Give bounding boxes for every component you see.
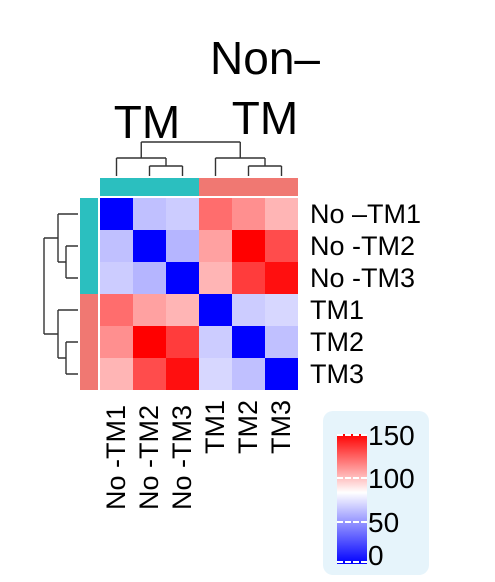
row-label: TM2 bbox=[310, 327, 364, 357]
column-label: TM3 bbox=[266, 400, 296, 454]
legend-tick-label: 100 bbox=[368, 463, 415, 495]
row-label: No –TM1 bbox=[310, 199, 422, 229]
heatmap-cell bbox=[133, 294, 166, 326]
column-label: TM1 bbox=[200, 400, 230, 454]
heatmap-cell bbox=[199, 294, 232, 326]
dendrogram-branch bbox=[214, 157, 266, 176]
dendrogram-branch bbox=[43, 237, 58, 335]
row-label: No -TM2 bbox=[310, 231, 416, 261]
legend-tick-label: 0 bbox=[368, 540, 384, 571]
heatmap-cell bbox=[265, 326, 298, 358]
heatmap-cell bbox=[199, 230, 232, 262]
heatmap-cell bbox=[232, 230, 265, 262]
color-legend-bar bbox=[337, 434, 367, 564]
heatmap-cell bbox=[166, 294, 199, 326]
row-label: No -TM3 bbox=[310, 263, 416, 293]
heatmap-cell bbox=[199, 262, 232, 294]
legend-tick bbox=[337, 477, 367, 480]
legend-tick bbox=[337, 561, 367, 563]
heatmap-cell bbox=[199, 358, 232, 390]
heatmap-cell bbox=[265, 294, 298, 326]
column-dendrogram bbox=[115, 141, 283, 176]
heatmap-cell bbox=[133, 262, 166, 294]
heatmap-cell bbox=[265, 230, 298, 262]
heatmap-cell bbox=[232, 326, 265, 358]
heatmap-cell bbox=[199, 326, 232, 358]
dendrogram-branch bbox=[57, 309, 78, 359]
heatmap-cell bbox=[232, 198, 265, 230]
heatmap-cell bbox=[166, 358, 199, 390]
column-label: No -TM2 bbox=[134, 404, 164, 510]
heatmap-cell bbox=[133, 198, 166, 230]
dendrogram-branch bbox=[148, 165, 184, 176]
heatmap-cell bbox=[100, 326, 133, 358]
column-group-bar bbox=[100, 178, 298, 196]
row-dendrogram bbox=[43, 213, 78, 375]
row-label: TM1 bbox=[310, 295, 364, 325]
heatmap-cell bbox=[133, 358, 166, 390]
heatmap-cells bbox=[100, 198, 298, 390]
legend-tick-label: 50 bbox=[368, 506, 400, 538]
heatmap-cell bbox=[232, 294, 265, 326]
heatmap-cell bbox=[232, 262, 265, 294]
row-group-block bbox=[80, 198, 98, 294]
heatmap-cell bbox=[100, 230, 133, 262]
dendrogram-branch bbox=[65, 245, 78, 279]
row-group-block bbox=[80, 294, 98, 390]
heatmap-cell bbox=[265, 198, 298, 230]
heatmap-cell bbox=[100, 294, 133, 326]
dendrogram-branch bbox=[247, 165, 283, 176]
column-group-block bbox=[100, 178, 199, 196]
column-group-label: TM bbox=[113, 96, 181, 148]
column-label: No -TM1 bbox=[101, 404, 131, 510]
column-label: TM2 bbox=[233, 400, 263, 454]
heatmap-cell bbox=[265, 262, 298, 294]
dendrogram-branch bbox=[140, 141, 241, 158]
heatmap-cell bbox=[166, 262, 199, 294]
heatmap-cell bbox=[199, 198, 232, 230]
row-label: TM3 bbox=[310, 359, 364, 389]
heatmap-cell bbox=[265, 358, 298, 390]
dendrogram-branch bbox=[65, 341, 78, 375]
legend-tick bbox=[337, 520, 367, 523]
legend-tick-label: 150 bbox=[368, 420, 415, 451]
heatmap-cell bbox=[166, 326, 199, 358]
dendrogram-branch bbox=[115, 157, 167, 176]
heatmap-cell bbox=[100, 358, 133, 390]
row-group-bar bbox=[80, 198, 98, 390]
column-group-block bbox=[199, 178, 298, 196]
legend-tick bbox=[337, 434, 367, 436]
column-label: No -TM3 bbox=[167, 404, 197, 510]
heatmap-cell bbox=[166, 230, 199, 262]
heatmap-cell bbox=[100, 262, 133, 294]
heatmap-cell bbox=[166, 198, 199, 230]
column-group-label: Non– TM bbox=[210, 32, 320, 144]
heatmap-cell bbox=[232, 358, 265, 390]
heatmap-cell bbox=[133, 230, 166, 262]
heatmap-cell bbox=[133, 326, 166, 358]
dendrogram-branch bbox=[57, 213, 78, 263]
heatmap-cell bbox=[100, 198, 133, 230]
